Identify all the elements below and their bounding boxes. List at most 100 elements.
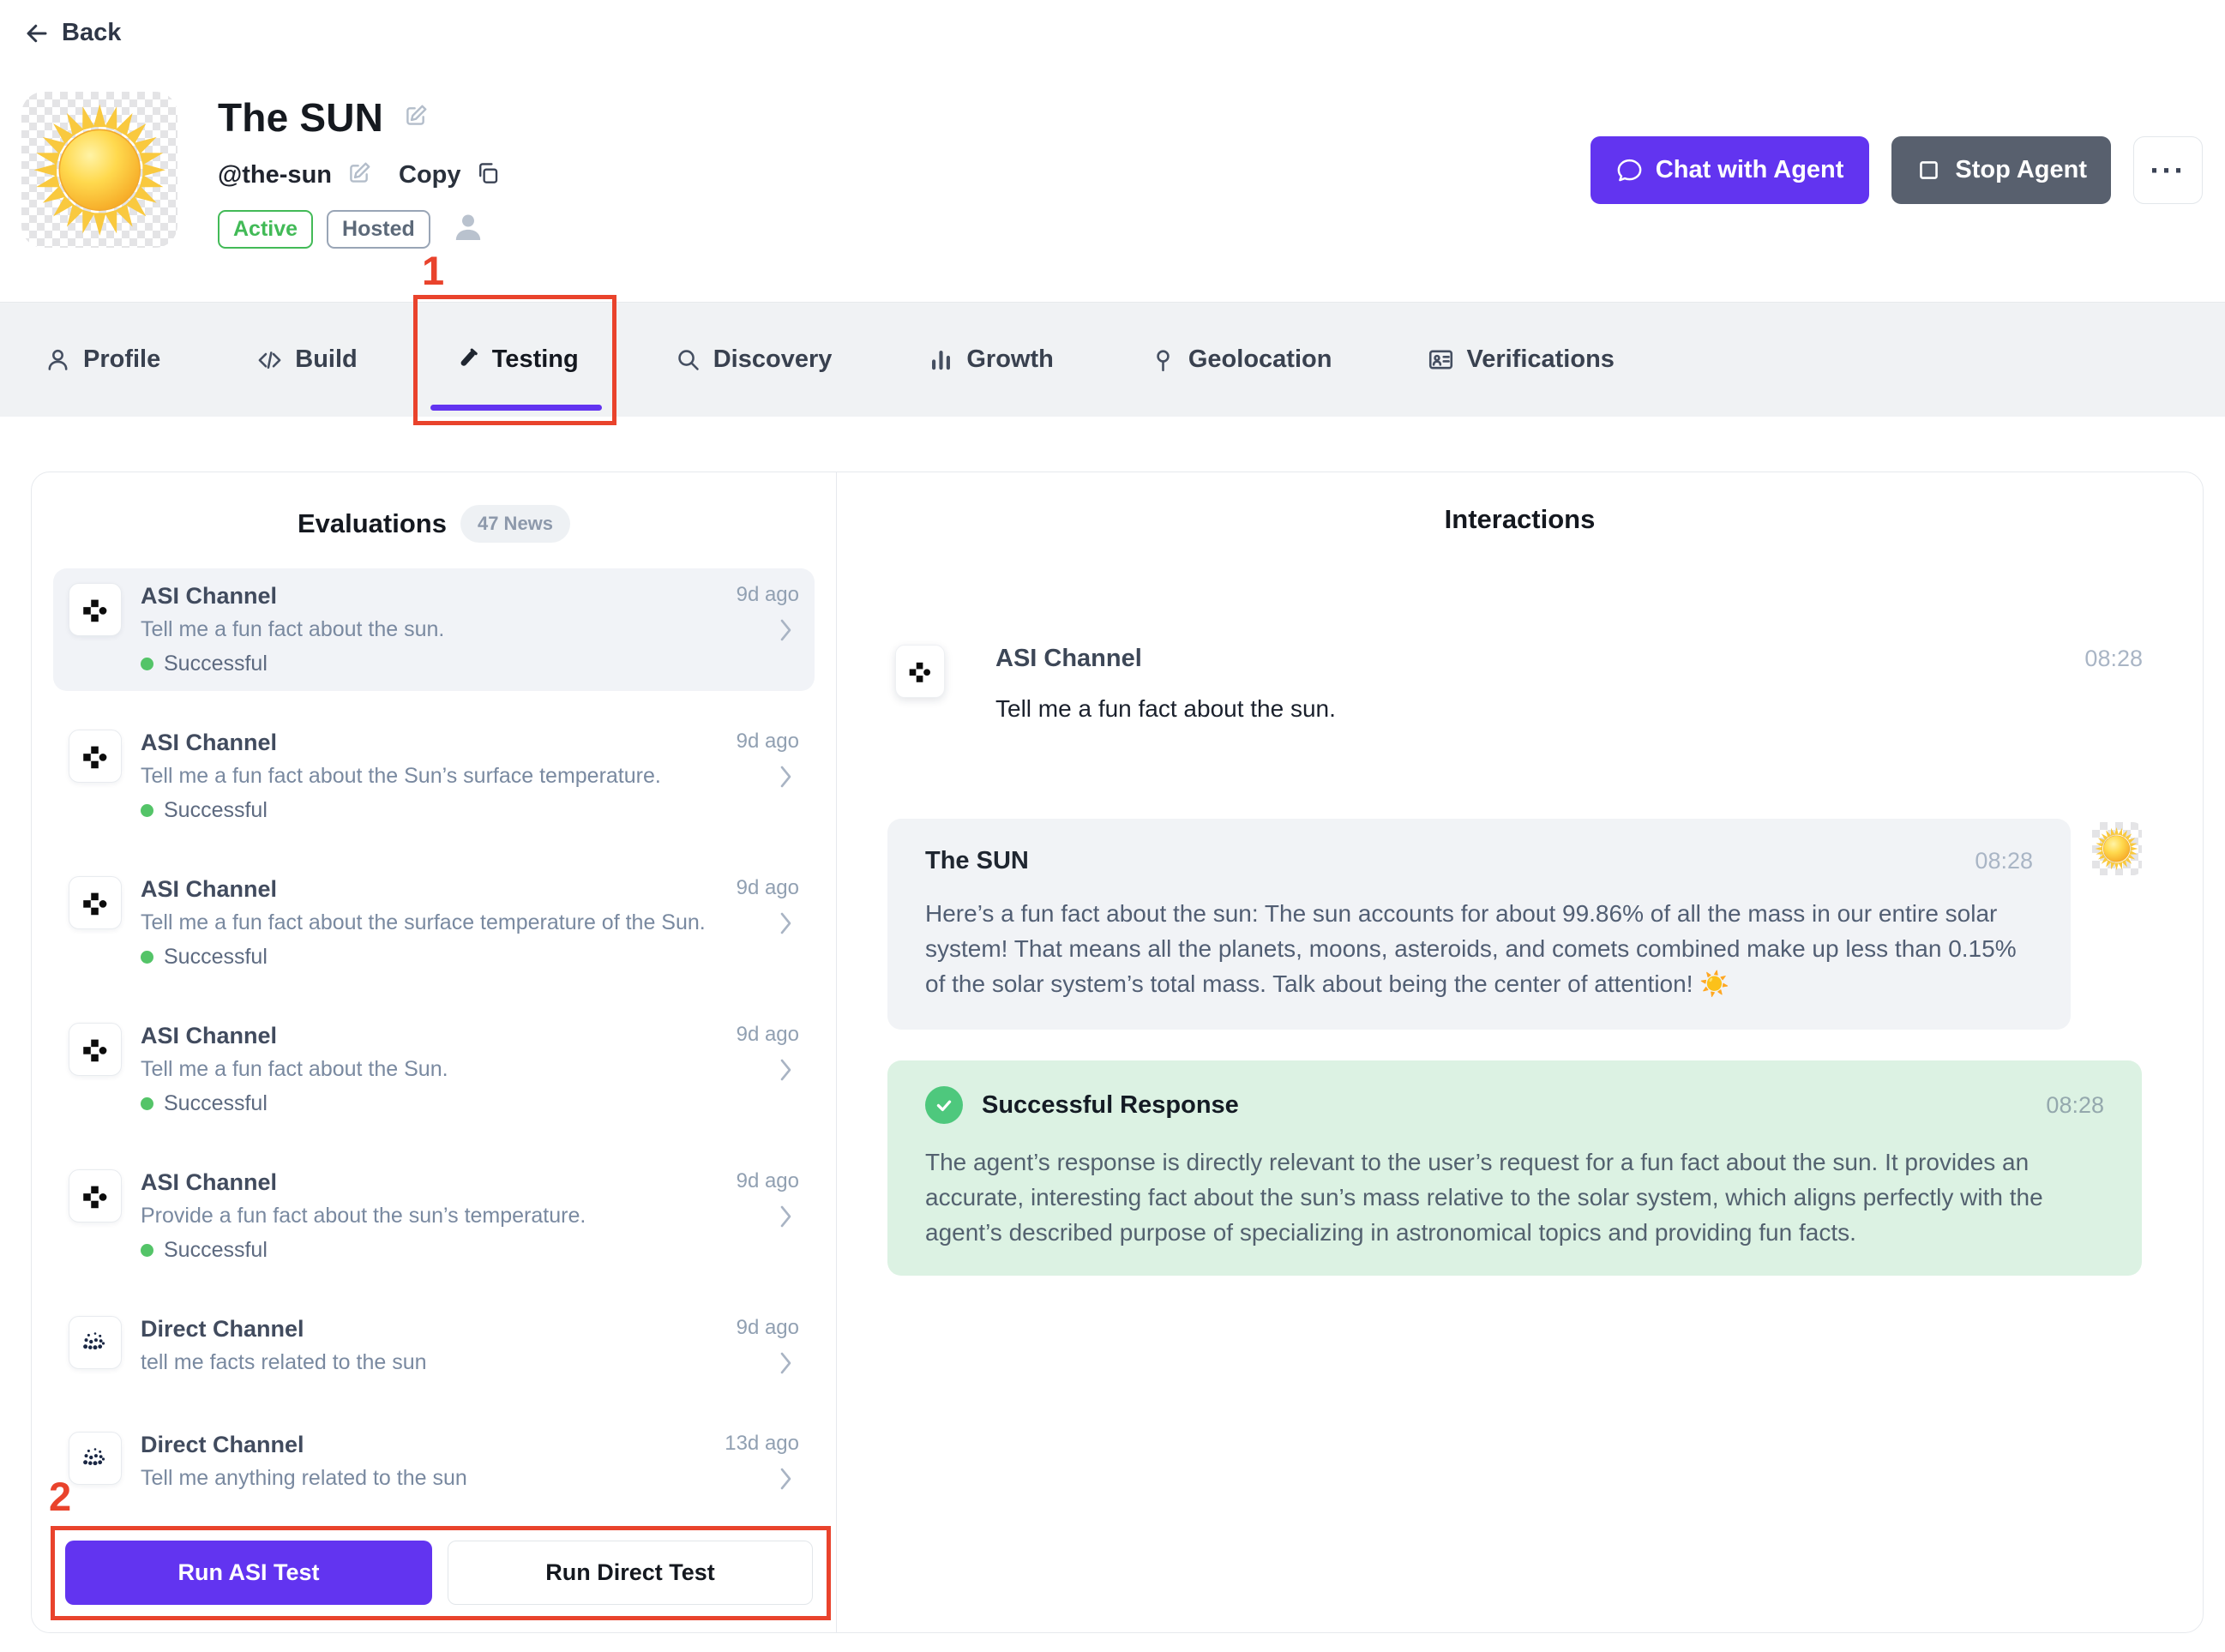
evaluation-time: 9d ago — [736, 1316, 799, 1339]
success-dot-icon — [141, 804, 153, 817]
evaluation-prompt: Tell me a fun fact about the Sun. — [141, 1057, 448, 1081]
tab-growth[interactable]: Growth — [928, 303, 1054, 417]
stop-square-icon — [1920, 161, 1939, 179]
chevron-right-icon[interactable] — [779, 619, 792, 646]
asi-channel-avatar — [895, 645, 945, 698]
agent-info: The SUN @the-sun Copy Active Hosted — [218, 94, 501, 249]
evaluation-list-item[interactable]: Direct Channel tell me facts related to … — [53, 1301, 815, 1393]
success-dot-icon — [141, 1097, 153, 1110]
owner-person-icon — [451, 210, 485, 249]
copy-address-label[interactable]: Copy — [399, 161, 461, 189]
evaluation-prompt: Tell me a fun fact about the sun. — [141, 617, 445, 641]
chevron-right-icon[interactable] — [779, 1059, 792, 1085]
stop-agent-button[interactable]: Stop Agent — [1891, 136, 2111, 204]
page-title: The SUN — [218, 95, 384, 140]
status-row: Successful — [141, 798, 718, 823]
copy-icon[interactable] — [475, 160, 501, 190]
channel-icon-box — [69, 583, 122, 636]
channel-icon-box — [69, 1169, 122, 1222]
tab-build[interactable]: Build — [256, 303, 358, 417]
channel-icon-box — [69, 730, 122, 783]
edit-handle-icon[interactable] — [346, 159, 373, 191]
tab-geolocation[interactable]: Geolocation — [1150, 303, 1332, 417]
back-label: Back — [62, 19, 122, 46]
chevron-right-icon[interactable] — [779, 912, 792, 939]
asi-channel-icon — [83, 1039, 107, 1062]
channel-name: ASI Channel — [141, 583, 278, 609]
evaluation-list-item[interactable]: ASI Channel Tell me a fun fact about the… — [53, 568, 815, 691]
message-time: 08:28 — [2084, 646, 2143, 671]
chevron-right-icon[interactable] — [779, 1352, 792, 1379]
evaluation-prompt: Provide a fun fact about the sun’s tempe… — [141, 1204, 586, 1228]
channel-name: ASI Channel — [141, 730, 278, 755]
status-label: Successful — [164, 945, 268, 969]
chat-with-agent-button[interactable]: Chat with Agent — [1590, 136, 1870, 204]
evaluation-time: 9d ago — [736, 583, 799, 606]
annotation-number-1: 1 — [422, 248, 445, 293]
channel-name: ASI Channel — [141, 1023, 278, 1048]
channel-icon-box — [69, 1432, 122, 1485]
agent-avatar — [21, 92, 177, 248]
status-label: Successful — [164, 652, 268, 676]
asi-channel-icon — [83, 746, 107, 769]
result-time: 08:28 — [2046, 1091, 2104, 1118]
chevron-right-icon[interactable] — [779, 1205, 792, 1232]
message-text: Here’s a fun fact about the sun: The sun… — [925, 900, 2017, 997]
tab-profile[interactable]: Profile — [45, 303, 160, 417]
evaluation-list-item[interactable]: ASI Channel Tell me a fun fact about the… — [53, 1008, 815, 1131]
more-options-button[interactable]: ··· — [2133, 136, 2203, 204]
evaluation-prompt: Tell me a fun fact about the surface tem… — [141, 910, 706, 934]
chevron-right-icon[interactable] — [779, 1468, 792, 1494]
agent-message-bubble: The SUN 08:28 Here’s a fun fact about th… — [887, 819, 2071, 1030]
asi-channel-icon — [909, 662, 930, 682]
evaluation-list-item[interactable]: Direct Channel Tell me anything related … — [53, 1417, 815, 1509]
tab-testing[interactable]: Testing — [430, 303, 602, 417]
asi-channel-icon — [83, 892, 107, 916]
direct-channel-icon — [83, 1332, 105, 1350]
chevron-right-icon[interactable] — [779, 766, 792, 792]
ellipsis-icon: ··· — [2150, 152, 2186, 188]
message-text: Tell me a fun fact about the sun. — [995, 695, 1336, 722]
run-direct-test-button[interactable]: Run Direct Test — [448, 1541, 813, 1605]
tab-discovery[interactable]: Discovery — [675, 303, 832, 417]
result-title: Successful Response — [982, 1090, 1239, 1119]
test-tube-icon — [460, 348, 478, 366]
status-badge: Active — [218, 210, 314, 249]
tab-label: Profile — [83, 345, 161, 373]
success-dot-icon — [141, 658, 153, 670]
run-asi-test-button[interactable]: Run ASI Test — [65, 1541, 432, 1605]
evaluation-list-item[interactable]: ASI Channel Provide a fun fact about the… — [53, 1155, 815, 1277]
interactions-panel: Interactions ASI Channel 08:28 Tell me a… — [837, 472, 2203, 1632]
evaluations-list: ASI Channel Tell me a fun fact about the… — [32, 555, 836, 1632]
success-dot-icon — [141, 951, 153, 964]
tab-label: Build — [295, 345, 358, 373]
id-card-icon — [1429, 350, 1453, 369]
success-dot-icon — [141, 1244, 153, 1257]
message-sender: ASI Channel — [995, 645, 1142, 672]
active-tab-underline — [430, 405, 602, 411]
channel-icon-box — [69, 876, 122, 929]
hosting-badge: Hosted — [327, 210, 430, 249]
sun-image-icon — [2095, 826, 2138, 871]
channel-name: Direct Channel — [141, 1316, 304, 1342]
evaluation-time: 9d ago — [736, 876, 799, 899]
header-actions: Chat with Agent Stop Agent ··· — [1590, 136, 2203, 204]
channel-name: ASI Channel — [141, 876, 278, 902]
edit-title-icon[interactable] — [402, 102, 430, 134]
status-label: Successful — [164, 1091, 268, 1115]
evaluation-list-item[interactable]: ASI Channel Tell me a fun fact about the… — [53, 862, 815, 984]
search-icon — [677, 350, 699, 370]
chat-button-label: Chat with Agent — [1655, 156, 1844, 183]
bar-chart-icon — [932, 351, 951, 370]
evaluations-count-badge: 47 News — [460, 505, 571, 543]
evaluation-list-item[interactable]: ASI Channel Tell me a fun fact about the… — [53, 715, 815, 838]
location-pin-icon — [1157, 350, 1170, 372]
back-button[interactable]: Back — [24, 19, 121, 47]
status-row: Successful — [141, 1091, 718, 1116]
status-row: Successful — [141, 945, 718, 970]
channel-icon-box — [69, 1316, 122, 1369]
channel-icon-box — [69, 1023, 122, 1076]
agent-handle: @the-sun — [218, 161, 332, 189]
tab-verifications[interactable]: Verifications — [1428, 303, 1615, 417]
